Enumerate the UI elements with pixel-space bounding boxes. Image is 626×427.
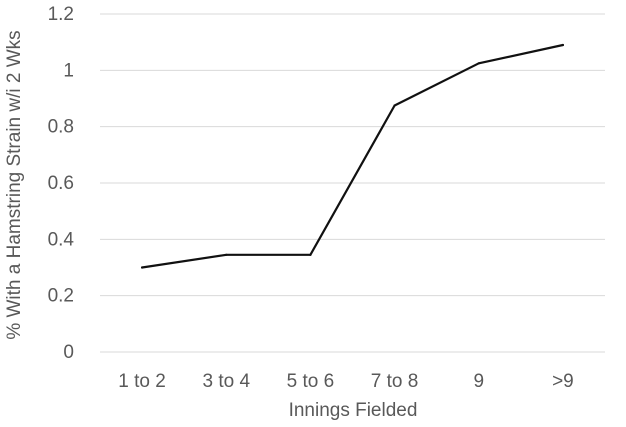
- gridlines: [100, 13, 605, 353]
- series-group: [140, 43, 565, 269]
- y-tick-label: 0.2: [48, 286, 74, 307]
- x-axis-ticks: 1 to 2 3 to 4 5 to 6 7 to 8 9 >9: [118, 371, 573, 392]
- y-axis-ticks: 0 0.2 0.4 0.6 0.8 1 1.2: [48, 4, 75, 363]
- data-point: [225, 253, 228, 256]
- data-point: [309, 253, 312, 256]
- data-point: [393, 104, 396, 107]
- x-tick-label: 5 to 6: [287, 371, 335, 392]
- x-tick-label: 1 to 2: [118, 371, 166, 392]
- y-tick-label: 0: [63, 342, 74, 363]
- y-tick-label: 0.8: [48, 117, 74, 138]
- x-tick-label: 3 to 4: [202, 371, 250, 392]
- y-tick-label: 0.4: [48, 229, 75, 250]
- x-axis-title: Innings Fielded: [289, 400, 418, 421]
- data-point: [140, 266, 144, 269]
- y-axis-title: % With a Hamstring Strain w/i 2 Wks: [4, 30, 25, 339]
- x-tick-label: >9: [552, 371, 574, 392]
- x-tick-label: 9: [473, 371, 484, 392]
- series-line: [141, 43, 565, 269]
- y-tick-label: 1.2: [48, 4, 74, 25]
- data-point: [561, 43, 565, 47]
- data-point: [477, 62, 480, 65]
- y-tick-label: 0.6: [48, 173, 74, 194]
- y-tick-label: 1: [63, 60, 74, 81]
- x-tick-label: 7 to 8: [371, 371, 419, 392]
